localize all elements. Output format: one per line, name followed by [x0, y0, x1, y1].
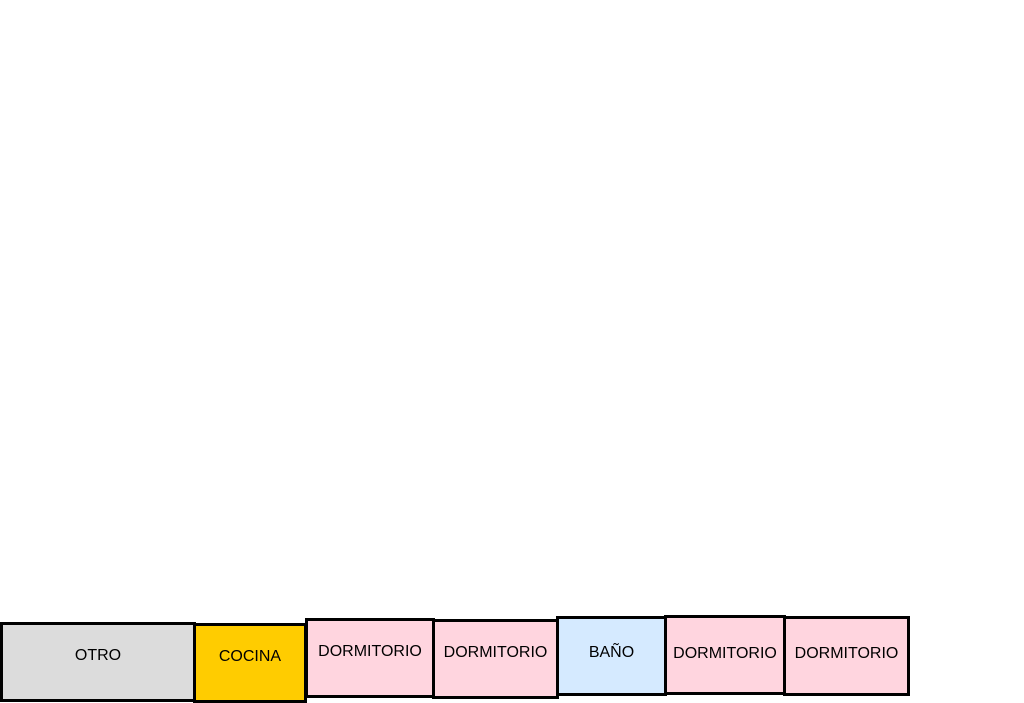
room-label: BAÑO	[588, 644, 635, 661]
room-label: DORMITORIO	[318, 643, 422, 660]
room-label: DORMITORIO	[443, 644, 548, 661]
room-cocina: COCINA	[193, 623, 307, 703]
room-label: DORMITORIO	[794, 645, 899, 662]
room-dormitorio-3: DORMITORIO	[664, 615, 786, 695]
room-label: OTRO	[74, 647, 122, 664]
room-bano: BAÑO	[556, 616, 667, 696]
room-otro: OTRO	[0, 622, 196, 702]
room-dormitorio-1: DORMITORIO	[305, 618, 435, 698]
room-dormitorio-2: DORMITORIO	[432, 619, 559, 699]
room-label: DORMITORIO	[673, 645, 777, 662]
room-label: COCINA	[218, 648, 282, 665]
room-dormitorio-4: DORMITORIO	[783, 616, 910, 696]
